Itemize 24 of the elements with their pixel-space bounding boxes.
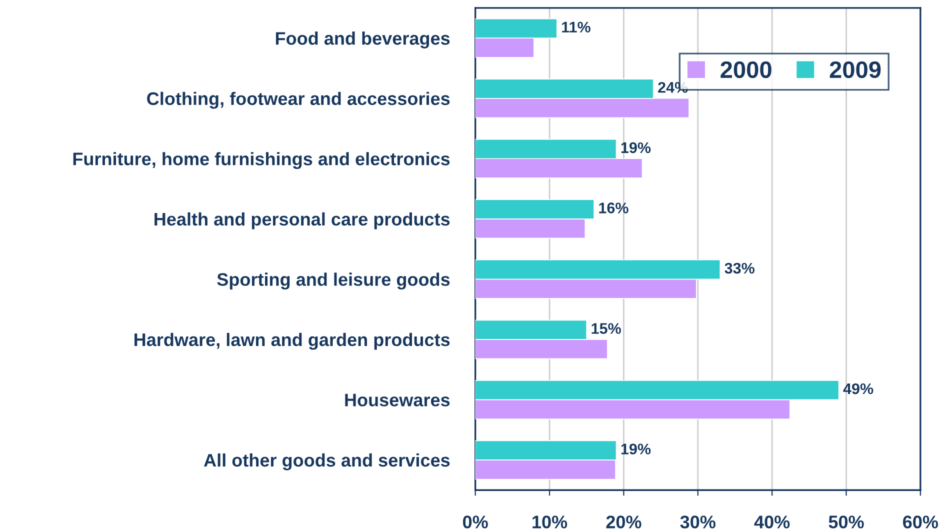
data-label: 11% <box>562 22 590 33</box>
data-label: 33% <box>724 262 754 274</box>
y-tick-label: Sporting and leisure goods <box>217 272 450 290</box>
x-tick-label: 20% <box>606 516 642 528</box>
legend-label: 2000 <box>720 61 772 78</box>
x-tick-label: 10% <box>532 516 568 528</box>
y-tick-label: Clothing, footwear and accessories <box>147 92 450 109</box>
x-tick-label: 40% <box>754 516 790 528</box>
data-label: 16% <box>599 202 628 214</box>
y-tick-label: Hardware, lawn and garden products <box>134 332 450 350</box>
x-tick-label: 60% <box>903 516 938 528</box>
data-label: 19% <box>621 142 651 154</box>
y-tick-label: All other goods and services <box>204 453 450 470</box>
data-label: 49% <box>843 383 874 394</box>
x-tick-label: 30% <box>680 516 716 528</box>
y-tick-label: Furniture, home furnishings and electronics <box>73 152 450 170</box>
legend-label: 2009 <box>830 61 881 78</box>
x-tick-label: 0% <box>463 516 488 528</box>
x-tick-label: 50% <box>828 516 864 528</box>
data-label: 19% <box>621 444 651 454</box>
y-tick-label: Housewares <box>345 394 450 406</box>
y-tick-label: Health and personal care products <box>154 212 450 230</box>
y-tick-label: Food and beverages <box>276 32 450 48</box>
data-label: 15% <box>592 323 621 334</box>
